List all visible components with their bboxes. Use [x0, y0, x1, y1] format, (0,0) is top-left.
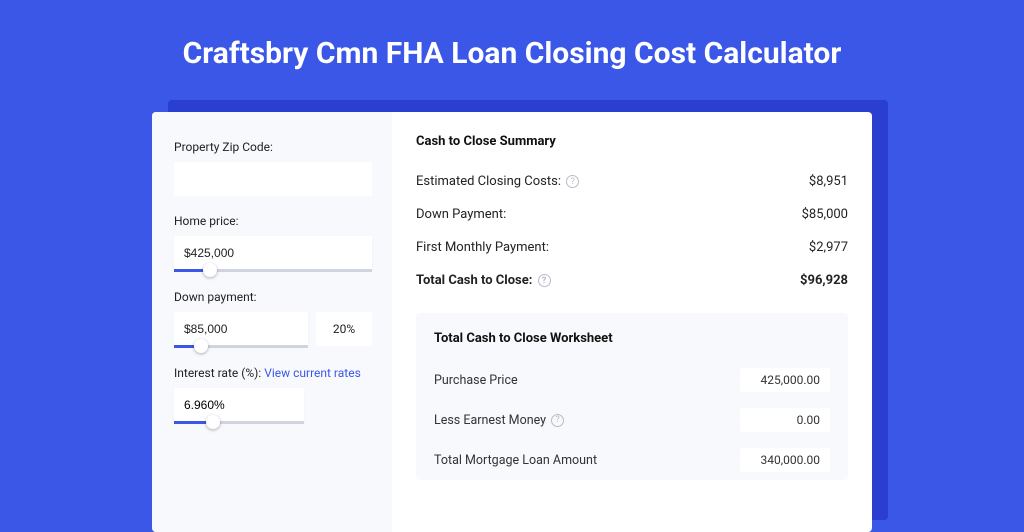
home-price-slider-thumb[interactable]: [203, 263, 217, 277]
interest-rate-input[interactable]: [174, 388, 304, 422]
worksheet-row-value: 425,000.00: [740, 368, 830, 392]
summary-row-value: $85,000: [802, 207, 848, 222]
down-payment-pct[interactable]: 20%: [316, 312, 372, 346]
home-price-slider[interactable]: [174, 269, 372, 272]
interest-rate-slider-thumb[interactable]: [206, 415, 220, 429]
worksheet-row: Total Mortgage Loan Amount 340,000.00: [434, 440, 830, 480]
worksheet-section: Total Cash to Close Worksheet Purchase P…: [416, 313, 848, 480]
home-price-label: Home price:: [174, 214, 372, 228]
worksheet-title: Total Cash to Close Worksheet: [434, 331, 830, 346]
interest-rate-label: Interest rate (%): View current rates: [174, 366, 372, 380]
summary-row-label: Down Payment:: [416, 207, 506, 222]
worksheet-rows: Purchase Price 425,000.00Less Earnest Mo…: [434, 360, 830, 480]
summary-row-label: Estimated Closing Costs: ?: [416, 174, 579, 189]
down-payment-label: Down payment:: [174, 290, 372, 304]
zip-label: Property Zip Code:: [174, 140, 372, 154]
worksheet-row: Purchase Price 425,000.00: [434, 360, 830, 400]
help-icon[interactable]: ?: [551, 414, 564, 427]
down-payment-slider-thumb[interactable]: [194, 339, 208, 353]
help-icon[interactable]: ?: [538, 274, 551, 287]
zip-field-group: Property Zip Code:: [174, 140, 372, 196]
interest-rate-label-text: Interest rate (%):: [174, 366, 264, 380]
worksheet-row: Less Earnest Money ? 0.00: [434, 400, 830, 440]
summary-rows: Estimated Closing Costs: ? $8,951 Down Pay…: [416, 165, 848, 297]
worksheet-row-label: Less Earnest Money ?: [434, 413, 564, 428]
summary-title: Cash to Close Summary: [416, 134, 848, 149]
zip-input[interactable]: [174, 162, 372, 196]
down-payment-input[interactable]: [174, 312, 308, 346]
calculator-card: Property Zip Code: Home price: Down paym…: [152, 112, 872, 532]
interest-rate-slider[interactable]: [174, 421, 304, 424]
help-icon[interactable]: ?: [566, 175, 579, 188]
summary-row-value: $96,928: [800, 273, 848, 288]
summary-row: Estimated Closing Costs: ? $8,951: [416, 165, 848, 198]
page-title: Craftsbry Cmn FHA Loan Closing Cost Calc…: [0, 0, 1024, 95]
inputs-panel: Property Zip Code: Home price: Down paym…: [152, 112, 392, 532]
summary-row: First Monthly Payment: $2,977: [416, 231, 848, 264]
results-panel: Cash to Close Summary Estimated Closing …: [392, 112, 872, 532]
down-payment-field-group: Down payment: 20%: [174, 290, 372, 348]
worksheet-row-label: Total Mortgage Loan Amount: [434, 453, 597, 468]
home-price-field-group: Home price:: [174, 214, 372, 272]
worksheet-row-value: 0.00: [740, 408, 830, 432]
worksheet-row-value: 340,000.00: [740, 448, 830, 472]
summary-row: Total Cash to Close: ? $96,928: [416, 264, 848, 297]
summary-row-label: First Monthly Payment:: [416, 240, 549, 255]
summary-row-value: $8,951: [809, 174, 848, 189]
worksheet-row-label: Purchase Price: [434, 373, 518, 388]
summary-row: Down Payment: $85,000: [416, 198, 848, 231]
summary-row-value: $2,977: [809, 240, 848, 255]
interest-rate-field-group: Interest rate (%): View current rates: [174, 366, 372, 424]
summary-row-label: Total Cash to Close: ?: [416, 273, 551, 288]
view-rates-link[interactable]: View current rates: [264, 366, 361, 380]
down-payment-slider[interactable]: [174, 345, 308, 348]
